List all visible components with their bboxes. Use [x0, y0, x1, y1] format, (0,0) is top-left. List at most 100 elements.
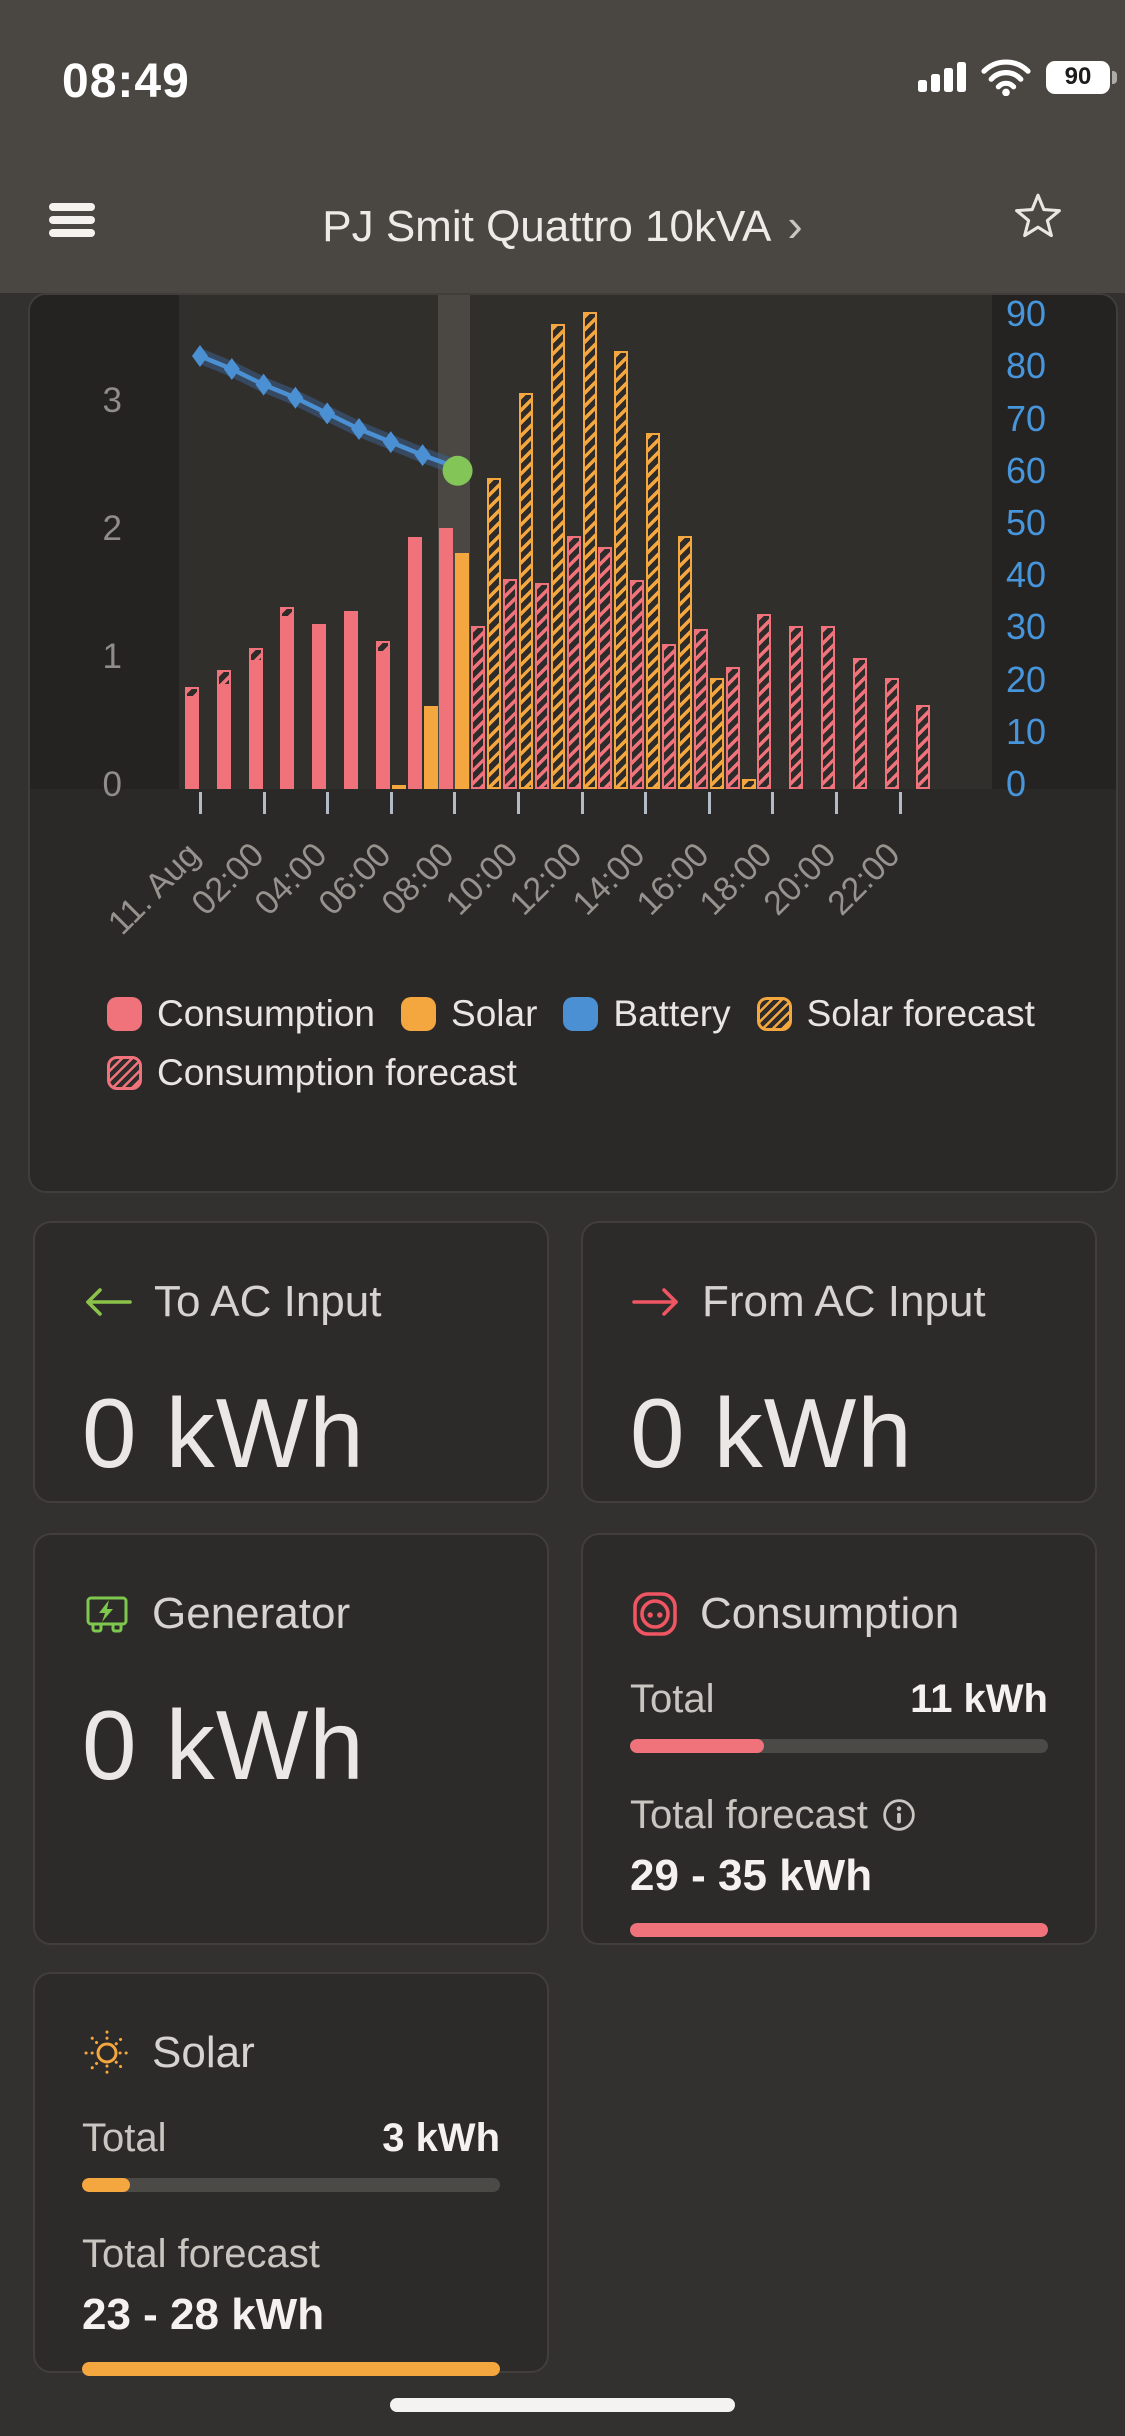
right-axis-label: 70: [1006, 397, 1047, 439]
consumption-bar: [216, 684, 231, 789]
x-tick-mark: [453, 792, 457, 814]
right-axis-label: 30: [1006, 606, 1047, 648]
consumption-bar: [344, 611, 358, 789]
consumption-forecast-bar: [821, 626, 835, 789]
solar-forecast-value: 23 - 28 kWh: [82, 2290, 325, 2339]
right-axis-label: 0: [1006, 763, 1027, 804]
right-axis-label: 80: [1006, 345, 1047, 387]
solar-bar: [423, 706, 438, 789]
consumption-progress-fill: [630, 1739, 764, 1753]
cellular-signal-icon: [918, 62, 966, 92]
solar-forecast-fill: [82, 2362, 500, 2376]
forecast-label: Total forecast: [630, 1792, 868, 1837]
solar-forecast-bar: [487, 478, 502, 789]
solar-forecast-bar: [519, 393, 533, 789]
x-tick-mark: [771, 792, 775, 814]
consumption-swatch-icon: [107, 996, 142, 1031]
solar-bar: [391, 785, 406, 789]
total-label: Total: [82, 2115, 167, 2160]
consumption-forecast-bar: [757, 614, 772, 789]
consumption-forecast-bar: [598, 547, 613, 789]
legend-item-consumption-forecast: Consumption forecast: [107, 1052, 517, 1093]
card-from-ac-input: From AC Input 0 kWh: [581, 1221, 1097, 1503]
battery-swatch-icon: [563, 996, 599, 1031]
legend-item-solar-forecast: Solar forecast: [756, 993, 1035, 1034]
x-tick-mark: [326, 792, 330, 814]
card-consumption: Consumption Total 11 kWh Total forecast …: [581, 1533, 1097, 1945]
consumption-forecast-fill: [630, 1923, 1048, 1937]
right-axis-label: 10: [1006, 710, 1047, 752]
consumption-progress-track: [630, 1739, 1048, 1753]
consumption-forecast-bar: [884, 678, 899, 789]
consumption-bar: [407, 537, 422, 789]
right-axis-label: 60: [1006, 449, 1047, 491]
consumption-bar: [375, 651, 390, 789]
arrow-right-icon: [632, 1288, 678, 1316]
consumption-forecast-track: [630, 1923, 1048, 1937]
x-tick-mark: [389, 792, 393, 814]
solar-forecast-bar: [646, 433, 661, 789]
consumption-bar: [312, 624, 327, 789]
info-icon[interactable]: [882, 1798, 916, 1832]
power-socket-icon: [633, 1592, 677, 1636]
total-label: Total: [630, 1676, 715, 1721]
battery-icon: 90: [1046, 60, 1117, 94]
right-axis-battery: 0 10 20 30 40 50 60 70 80 90: [992, 293, 1116, 802]
chart-plot-area[interactable]: [179, 295, 992, 789]
consumption-bar: [248, 660, 263, 789]
consumption-forecast-bar: [725, 667, 740, 789]
arrow-left-icon: [86, 1288, 132, 1316]
sun-icon: [84, 2030, 130, 2076]
consumption-bar: [280, 616, 295, 789]
status-and-nav-header: 08:49 90 PJ Smit Quattro 10kVA ›: [0, 0, 1125, 293]
consumption-forecast-bar: [534, 583, 549, 789]
solar-forecast-bar: [741, 779, 756, 789]
battery-percent: 90: [1064, 63, 1092, 90]
card-label: From AC Input: [702, 1277, 986, 1326]
left-axis-label: 3: [102, 381, 122, 420]
status-time: 08:49: [62, 55, 190, 108]
left-axis-label: 1: [102, 637, 122, 676]
right-axis-label: 90: [1006, 293, 1047, 335]
right-axis-label: 20: [1006, 658, 1047, 700]
generator-value: 0 kWh: [82, 1690, 365, 1800]
consumption-forecast-bar: [789, 626, 804, 789]
solar-forecast-bar: [550, 324, 565, 789]
card-label: Solar: [152, 2028, 255, 2077]
solar-bar: [455, 553, 470, 789]
card-label: Consumption: [700, 1589, 960, 1638]
right-axis-label: 40: [1006, 554, 1047, 596]
menu-button[interactable]: [49, 203, 95, 237]
consumption-forecast-value: 29 - 35 kWh: [630, 1851, 873, 1900]
installation-title-button[interactable]: PJ Smit Quattro 10kVA ›: [0, 198, 1125, 252]
x-tick-mark: [707, 792, 711, 814]
generator-icon: [86, 1596, 128, 1633]
consumption-forecast-bar: [566, 536, 581, 789]
card-generator: Generator 0 kWh: [33, 1533, 549, 1945]
consumption-forecast-bar: [503, 579, 517, 789]
consumption-forecast-bar: [662, 644, 676, 789]
home-indicator[interactable]: [390, 2398, 735, 2412]
x-tick-mark: [262, 792, 266, 814]
x-tick-mark: [199, 792, 202, 814]
solar-forecast-bar: [678, 536, 692, 789]
x-tick-mark: [898, 792, 902, 814]
solar-forecast-track: [82, 2362, 500, 2376]
x-tick-mark: [517, 792, 520, 814]
left-axis-label: 0: [102, 765, 122, 804]
consumption-bar: [185, 696, 199, 789]
right-axis-label: 50: [1006, 502, 1047, 543]
consumption-forecast-swatch-icon: [107, 1055, 142, 1090]
solar-total-value: 3 kWh: [382, 2115, 500, 2160]
solar-forecast-swatch-icon: [756, 996, 792, 1031]
left-axis: 0 1 2 3: [30, 295, 179, 803]
to-ac-input-value: 0 kWh: [82, 1378, 365, 1488]
x-tick-mark: [580, 792, 584, 814]
wifi-icon: [981, 59, 1031, 96]
x-tick-mark: [644, 792, 648, 814]
favorite-star-button[interactable]: [1013, 190, 1063, 240]
forecast-label: Total forecast: [82, 2231, 320, 2276]
solar-forecast-bar: [582, 312, 597, 789]
card-to-ac-input: To AC Input 0 kWh: [33, 1221, 549, 1503]
